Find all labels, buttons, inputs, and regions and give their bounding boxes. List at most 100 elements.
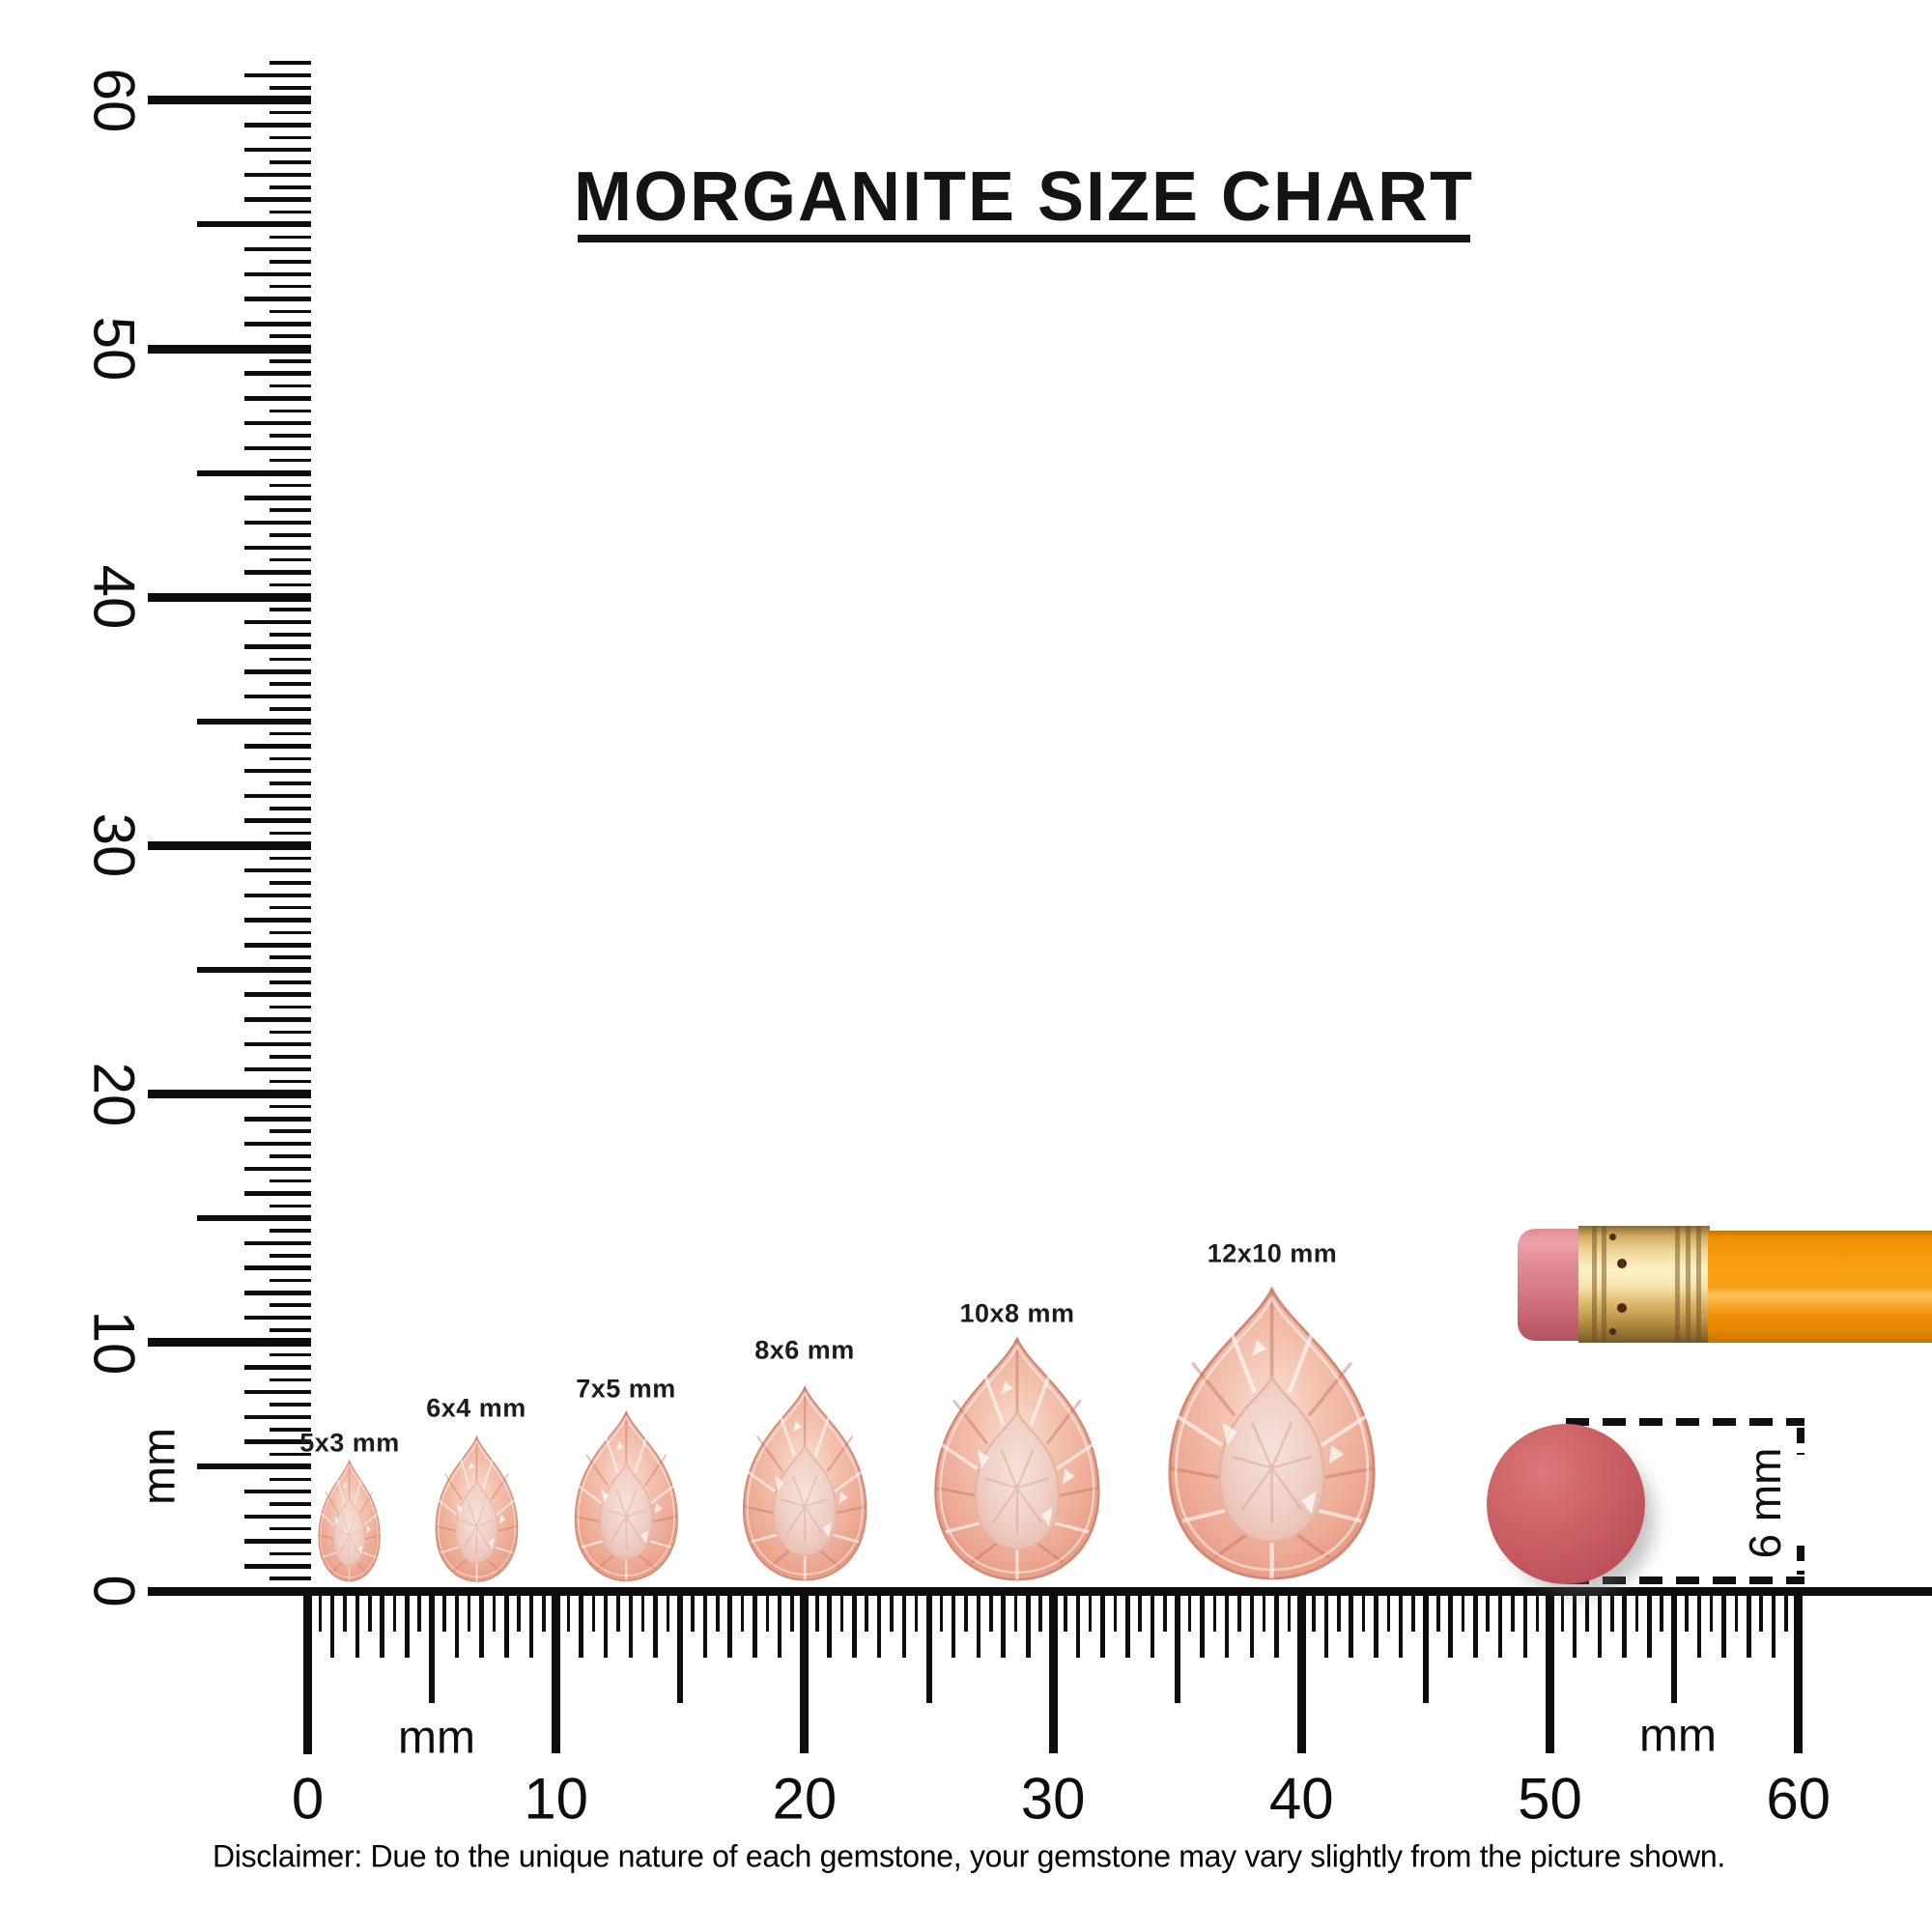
ruler-corner-zero-tick-horizontal — [148, 1587, 311, 1596]
vertical-ruler-tick — [244, 1265, 311, 1270]
vertical-ruler-tick — [244, 1514, 311, 1520]
horizontal-ruler-tick — [1048, 1587, 1058, 1753]
horizontal-ruler-tick — [1784, 1587, 1788, 1632]
vertical-ruler-tick — [270, 1403, 311, 1406]
vertical-ruler-tick — [244, 147, 311, 153]
ferrule-crimp — [1675, 1226, 1680, 1343]
horizontal-ruler-tick — [653, 1587, 658, 1658]
vertical-ruler-tick — [270, 930, 311, 935]
horizontal-ruler-tick — [392, 1587, 397, 1632]
horizontal-ruler-tick — [616, 1587, 620, 1632]
vertical-ruler-tick — [270, 409, 311, 413]
vertical-ruler-tick — [270, 633, 311, 637]
vertical-ruler-tick — [270, 781, 311, 785]
horizontal-ruler-tick — [1349, 1587, 1353, 1658]
horizontal-ruler-number: 0 — [291, 1766, 325, 1832]
vertical-ruler-number: 30 — [81, 813, 147, 878]
horizontal-ruler-number: 50 — [1518, 1766, 1582, 1832]
ferrule-rivet — [1609, 1328, 1616, 1335]
stone — [564, 1409, 689, 1583]
horizontal-ruler-tick — [552, 1587, 561, 1753]
vertical-ruler-tick — [244, 818, 311, 823]
measure-dash-corner-bottom — [1797, 1546, 1804, 1575]
vertical-ruler-tick — [270, 185, 311, 189]
horizontal-ruler-tick — [790, 1587, 794, 1632]
stone — [1148, 1285, 1396, 1583]
horizontal-ruler-tick — [1747, 1587, 1751, 1658]
horizontal-ruler-tick — [355, 1587, 360, 1658]
horizontal-ruler-tick — [1610, 1587, 1614, 1632]
horizontal-ruler-tick — [1436, 1587, 1440, 1632]
horizontal-ruler-tick — [1647, 1587, 1652, 1658]
vertical-ruler-tick — [244, 1240, 311, 1246]
horizontal-ruler-tick — [1337, 1587, 1341, 1632]
pencil-eraser — [1518, 1229, 1584, 1341]
horizontal-ruler-tick — [1287, 1587, 1292, 1632]
horizontal-ruler-number: 40 — [1268, 1766, 1334, 1832]
vertical-ruler-tick — [197, 1215, 311, 1222]
vertical-ruler-tick — [270, 955, 311, 959]
horizontal-ruler-tick — [1671, 1587, 1678, 1703]
horizontal-ruler-tick — [1461, 1587, 1465, 1632]
vertical-ruler-tick — [244, 1291, 311, 1295]
vertical-ruler-tick — [270, 334, 311, 338]
vertical-ruler-tick — [244, 744, 311, 749]
horizontal-ruler-tick — [1113, 1587, 1118, 1632]
horizontal-ruler-tick — [405, 1587, 410, 1658]
eraser-top-view — [1487, 1424, 1645, 1584]
horizontal-ruler-tick — [1323, 1587, 1329, 1658]
horizontal-ruler-tick — [1386, 1587, 1391, 1632]
vertical-ruler-tick — [270, 1005, 311, 1009]
vertical-ruler-tick — [244, 172, 311, 178]
horizontal-ruler-tick — [1560, 1587, 1565, 1632]
vertical-ruler-tick — [244, 1439, 311, 1444]
vertical-ruler-tick — [148, 96, 311, 105]
vertical-ruler-tick — [244, 1017, 311, 1022]
vertical-ruler-tick — [244, 197, 311, 202]
vertical-ruler-tick — [244, 619, 311, 625]
horizontal-ruler-tick — [640, 1587, 645, 1632]
horizontal-ruler-tick — [1473, 1587, 1478, 1658]
stone-label: 8x6 mm — [754, 1335, 855, 1365]
vertical-ruler-tick — [270, 260, 311, 264]
vertical-ruler-tick — [270, 980, 311, 984]
horizontal-ruler-tick — [839, 1587, 844, 1632]
horizontal-ruler-tick — [579, 1587, 583, 1658]
vertical-ruler-tick — [270, 458, 311, 463]
vertical-ruler-tick — [270, 1428, 311, 1432]
horizontal-ruler-tick — [479, 1587, 484, 1658]
vertical-ruler-tick — [270, 533, 311, 537]
disclaimer-text: Disclaimer: Due to the unique nature of … — [212, 1838, 1726, 1874]
horizontal-ruler-tick — [1622, 1587, 1627, 1658]
horizontal-ruler-tick — [1486, 1587, 1490, 1632]
vertical-ruler-tick — [244, 396, 311, 401]
pear-gem-icon — [318, 1460, 382, 1582]
horizontal-ruler-tick — [1522, 1587, 1528, 1658]
vertical-ruler-tick — [244, 445, 311, 451]
vertical-ruler-tick — [270, 434, 311, 438]
vertical-ruler-tick — [270, 135, 311, 140]
vertical-ruler-tick — [244, 694, 311, 699]
horizontal-ruler-tick — [1535, 1587, 1540, 1632]
vertical-ruler-tick — [270, 1352, 311, 1357]
vertical-ruler-tick — [270, 707, 311, 711]
horizontal-ruler-tick — [1200, 1587, 1205, 1658]
horizontal-ruler-tick — [1026, 1587, 1031, 1658]
horizontal-ruler-tick — [865, 1587, 868, 1632]
horizontal-ruler-tick — [1274, 1587, 1279, 1658]
vertical-ruler-tick — [197, 469, 311, 476]
vertical-ruler-tick — [270, 1328, 311, 1332]
horizontal-ruler-tick — [1312, 1587, 1316, 1632]
vertical-ruler-tick — [270, 831, 311, 836]
ferrule-crimp — [1602, 1226, 1606, 1343]
horizontal-ruler-tick — [1497, 1587, 1503, 1658]
vertical-ruler-tick — [270, 508, 311, 512]
vertical-ruler-number: 50 — [81, 316, 147, 382]
horizontal-ruler-tick — [1709, 1587, 1714, 1632]
vertical-ruler-number: 0 — [81, 1575, 147, 1607]
vertical-ruler-tick — [270, 359, 311, 363]
vertical-ruler-tick — [270, 1551, 311, 1556]
horizontal-ruler-tick — [1001, 1587, 1006, 1658]
horizontal-ruler-tick — [517, 1587, 521, 1632]
horizontal-ruler-tick — [951, 1587, 956, 1658]
